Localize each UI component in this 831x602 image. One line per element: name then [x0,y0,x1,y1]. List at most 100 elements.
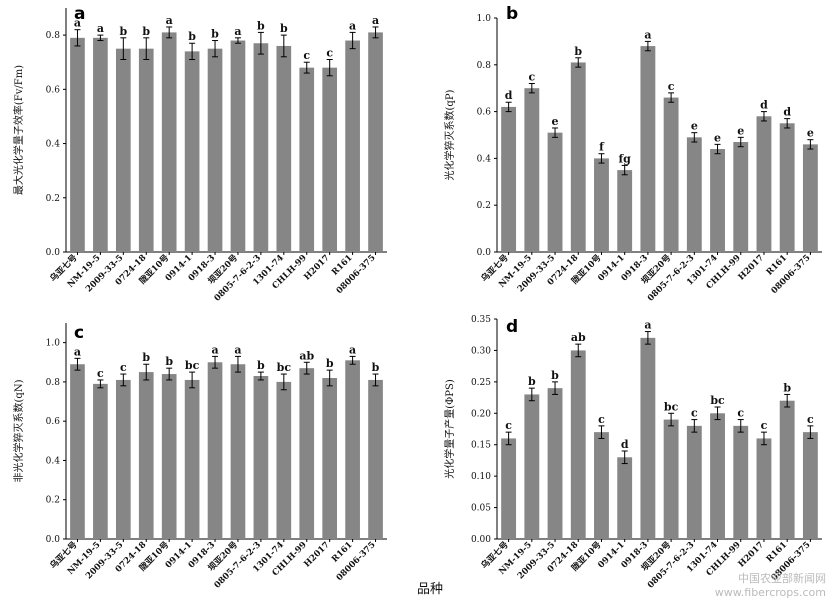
bar [115,379,131,539]
significance-label: d [505,89,513,102]
bar [802,144,818,252]
significance-label: bc [710,394,725,407]
significance-label: c [97,367,104,380]
bar [686,425,702,539]
y-tick-label: 0.6 [46,417,61,427]
bar [253,43,269,252]
watermark-line1: 中国农业部新闻网 [738,571,826,585]
significance-label: a [166,14,173,27]
bar [184,379,200,539]
significance-label: a [74,17,81,30]
significance-label: a [234,25,241,38]
y-tick-label: 0.4 [46,456,61,466]
bar [70,364,85,539]
y-tick-label: 0.25 [471,378,491,388]
y-tick-label: 0.00 [471,535,491,545]
significance-label: bc [185,359,200,372]
y-tick-label: 0.15 [471,441,491,451]
panel-letter: c [74,323,84,343]
significance-label: c [761,419,768,432]
bar [93,383,108,539]
bar [115,48,131,252]
bar [138,48,154,252]
bar [617,457,633,539]
significance-label: c [807,413,814,426]
significance-label: b [257,359,265,372]
panel-letter: d [506,317,518,337]
bar [299,368,315,539]
significance-label: d [760,99,768,112]
significance-label: bc [277,361,292,374]
y-tick-label: 0.20 [471,409,491,419]
significance-label: b [326,357,334,370]
bar [501,106,517,252]
bar [70,37,85,253]
bar [779,400,795,539]
significance-label: bc [664,400,679,413]
bar [161,32,177,253]
y-tick-label: 0.8 [477,61,492,71]
bar [640,46,656,252]
bar [733,142,749,252]
significance-label: a [234,343,241,356]
y-tick-label: 0.2 [46,496,60,506]
bar [617,170,633,252]
y-tick-label: 0.2 [477,201,491,211]
significance-label: ab [571,331,586,344]
bar [299,67,315,253]
y-tick-label: 0.35 [471,315,491,325]
bar [184,51,200,252]
significance-label: b [165,355,173,368]
significance-label: c [737,407,744,420]
bar [710,413,725,539]
x-axis-title: 品种 [417,582,443,597]
bar [345,360,360,539]
bar [138,372,154,539]
significance-label: a [349,343,356,356]
significance-label: e [552,115,559,128]
significance-label: e [737,124,744,137]
bar [663,97,679,252]
y-tick-label: 0.10 [471,472,491,482]
bar [276,381,292,539]
significance-label: a [644,319,651,332]
significance-label: a [372,14,379,27]
y-tick-label: 1.0 [477,14,492,24]
y-tick-label: 0.4 [46,140,61,150]
significance-label: b [142,351,150,364]
bar [501,438,517,539]
bar [663,419,679,539]
bar [547,388,563,539]
y-tick-label: 0.2 [46,194,60,204]
significance-label: b [783,381,791,394]
bar [93,37,108,253]
panels: 0.00.20.40.60.8最大光化学量子效率(Fv/Fm)aa乌亚七号aNM… [12,4,822,591]
significance-label: b [257,19,265,32]
significance-label: c [326,47,333,60]
significance-label: c [598,413,605,426]
bar [756,438,772,539]
significance-label: b [119,25,127,38]
bar [779,123,795,252]
significance-label: b [188,30,196,43]
significance-label: a [74,345,81,358]
significance-label: c [528,71,535,84]
significance-label: c [505,419,512,432]
significance-label: a [211,343,218,356]
significance-label: d [621,438,629,451]
y-tick-label: 0.0 [46,535,61,545]
bar [345,40,360,253]
y-tick-label: 0.05 [471,504,491,514]
bar [640,337,656,539]
bar [230,40,246,253]
significance-label: b [280,22,288,35]
significance-label: b [372,361,380,374]
significance-label: b [142,25,150,38]
significance-label: e [807,127,814,140]
bar [733,425,749,539]
significance-label: e [691,120,698,133]
significance-label: ab [299,349,314,362]
significance-label: a [644,28,651,41]
panel-letter: a [74,4,85,24]
y-axis-label: 光化学量子产量(ΦPS) [443,379,456,479]
